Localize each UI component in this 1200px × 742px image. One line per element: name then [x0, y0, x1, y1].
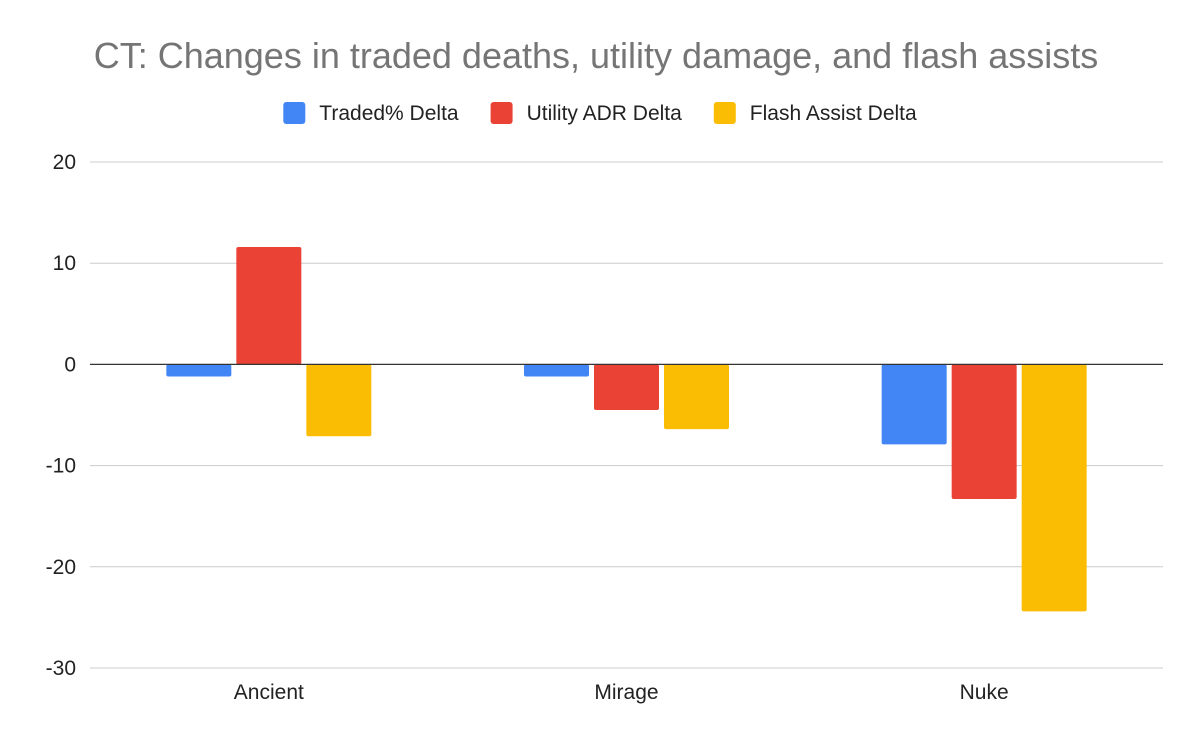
x-tick-label: Mirage [594, 681, 658, 704]
y-tick-label: -20 [46, 556, 76, 579]
y-tick-label: 10 [53, 252, 76, 275]
y-tick-label: 20 [53, 151, 76, 174]
legend-label: Traded% Delta [319, 102, 459, 125]
bars [166, 247, 1087, 612]
x-axis-labels: Ancient Mirage Nuke [234, 681, 1009, 704]
chart-title: CT: Changes in traded deaths, utility da… [94, 35, 1099, 76]
legend-swatch [283, 102, 306, 124]
x-tick-label: Ancient [234, 681, 304, 704]
bar [594, 364, 659, 410]
bar [951, 364, 1017, 499]
legend: Traded% Delta Utility ADR Delta Flash Assi… [283, 102, 917, 125]
bar [1021, 364, 1087, 612]
legend-swatch [490, 102, 513, 124]
bar [236, 247, 302, 365]
bar [166, 364, 232, 377]
y-axis-ticks: 20 10 0 -10 -20 -30 [46, 151, 76, 680]
y-tick-label: -10 [46, 455, 76, 478]
bar [306, 364, 372, 437]
bar [664, 364, 729, 430]
y-tick-label: 0 [64, 353, 76, 376]
legend-label: Utility ADR Delta [527, 102, 683, 125]
bar [524, 364, 589, 377]
bar [881, 364, 947, 445]
y-tick-label: -30 [46, 657, 76, 680]
legend-swatch [713, 102, 736, 124]
legend-label: Flash Assist Delta [750, 102, 917, 125]
x-tick-label: Nuke [960, 681, 1009, 704]
